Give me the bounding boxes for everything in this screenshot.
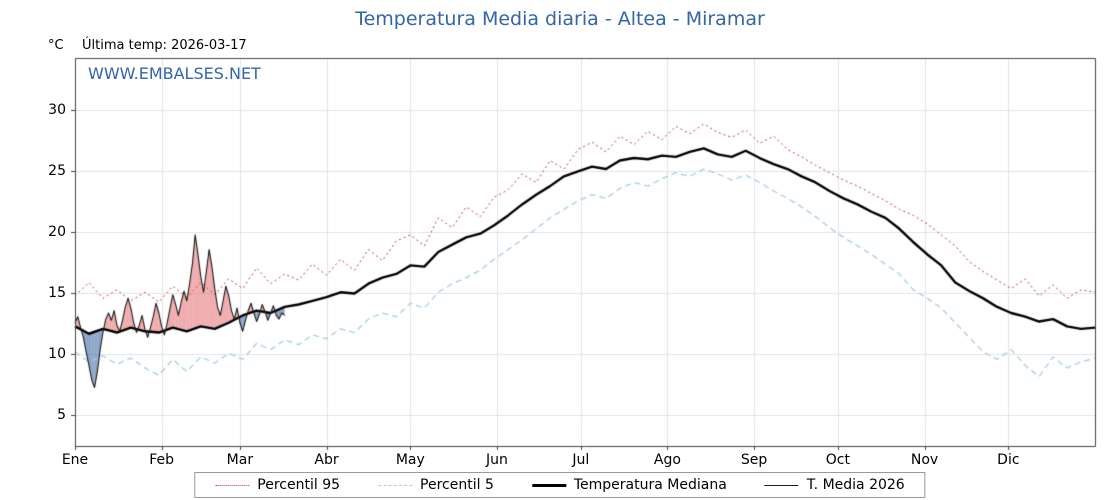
legend-label: Percentil 95 [257,477,341,493]
legend-label: T. Media 2026 [806,477,905,493]
legend-item-percentil-95: Percentil 95 [215,477,340,493]
legend: Percentil 95 Percentil 5 Temperatura Med… [194,472,926,498]
t-media-2026-line-swatch [764,484,799,486]
temperatura-mediana-line-swatch [531,483,566,487]
percentil-95-line-swatch [215,484,250,486]
legend-label: Percentil 5 [420,477,494,493]
legend-label: Temperatura Mediana [573,477,727,493]
percentil-5-line-swatch [378,484,413,486]
legend-item-percentil-5: Percentil 5 [378,477,494,493]
legend-item-temperatura-mediana: Temperatura Mediana [531,477,727,493]
legend-item-t-media-2026: T. Media 2026 [764,477,905,493]
